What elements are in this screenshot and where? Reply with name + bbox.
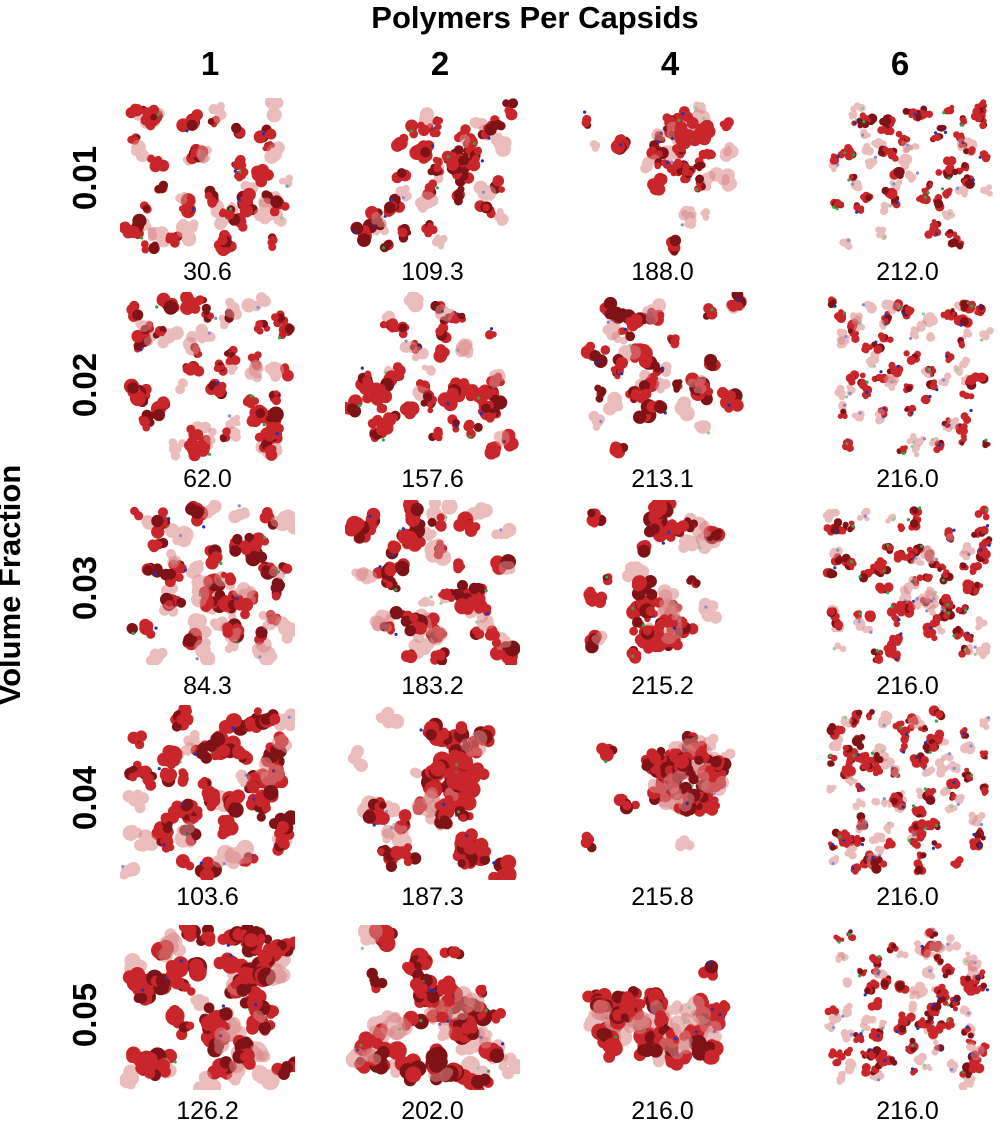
cell-value-label: 188.0 (593, 258, 733, 286)
capsid-snapshot-image (120, 98, 295, 256)
snapshot-cell (820, 500, 995, 665)
capsid-snapshot-image (575, 292, 750, 462)
cell-value-label: 215.8 (593, 883, 733, 911)
column-header-2: 2 (410, 44, 470, 84)
cell-value-label: 216.0 (838, 465, 978, 493)
capsid-snapshot-image (120, 925, 295, 1090)
cell-value-label: 216.0 (593, 1097, 733, 1125)
cell-value-label: 62.0 (138, 465, 278, 493)
cell-value-label: 202.0 (363, 1097, 503, 1125)
snapshot-cell (820, 98, 995, 256)
cell-value-label: 157.6 (363, 465, 503, 493)
snapshot-cell (345, 292, 520, 462)
snapshot-cell (575, 98, 750, 256)
column-header-4: 4 (640, 44, 700, 84)
snapshot-cell (820, 292, 995, 462)
capsid-snapshot-image (120, 500, 295, 665)
cell-value-label: 183.2 (363, 672, 503, 700)
column-header-6: 6 (870, 44, 930, 84)
capsid-snapshot-image (820, 98, 995, 256)
capsid-snapshot-image (345, 292, 520, 462)
cell-value-label: 212.0 (838, 258, 978, 286)
capsid-snapshot-image (120, 292, 295, 462)
snapshot-cell (120, 925, 295, 1090)
figure-title: Polymers Per Capsids (225, 0, 845, 36)
cell-value-label: 103.6 (138, 883, 278, 911)
capsid-snapshot-image (345, 925, 520, 1090)
capsid-snapshot-image (575, 98, 750, 256)
capsid-snapshot-image (345, 705, 520, 880)
capsid-snapshot-image (820, 705, 995, 880)
capsid-snapshot-image (820, 500, 995, 665)
snapshot-cell (820, 705, 995, 880)
cell-value-label: 216.0 (838, 883, 978, 911)
cell-value-label: 30.6 (138, 258, 278, 286)
snapshot-cell (820, 925, 995, 1090)
y-axis-label-text: Volume Fraction (0, 465, 28, 706)
snapshot-cell (120, 705, 295, 880)
capsid-snapshot-image (120, 705, 295, 880)
cell-value-label: 216.0 (838, 1097, 978, 1125)
snapshot-cell (575, 292, 750, 462)
cell-value-label: 216.0 (838, 672, 978, 700)
row-header-0.04-text: 0.04 (66, 766, 104, 830)
snapshot-cell (345, 705, 520, 880)
snapshot-cell (345, 925, 520, 1090)
capsid-snapshot-image (575, 500, 750, 665)
snapshot-cell (345, 500, 520, 665)
snapshot-cell (575, 705, 750, 880)
snapshot-cell (120, 98, 295, 256)
cell-value-label: 109.3 (363, 258, 503, 286)
capsid-snapshot-image (345, 500, 520, 665)
capsid-snapshot-image (575, 925, 750, 1090)
snapshot-cell (575, 500, 750, 665)
cell-value-label: 126.2 (138, 1097, 278, 1125)
capsid-snapshot-image (820, 925, 995, 1090)
row-header-0.02-text: 0.02 (66, 353, 104, 417)
capsid-snapshot-image (575, 705, 750, 880)
cell-value-label: 213.1 (593, 465, 733, 493)
snapshot-cell (120, 292, 295, 462)
row-header-0.03-text: 0.03 (66, 556, 104, 620)
capsid-snapshot-image (820, 292, 995, 462)
snapshot-cell (345, 98, 520, 256)
cell-value-label: 187.3 (363, 883, 503, 911)
snapshot-cell (120, 500, 295, 665)
row-header-0.01-text: 0.01 (66, 146, 104, 210)
row-header-0.05-text: 0.05 (66, 983, 104, 1047)
column-header-1: 1 (180, 44, 240, 84)
cell-value-label: 215.2 (593, 672, 733, 700)
cell-value-label: 84.3 (138, 672, 278, 700)
snapshot-cell (575, 925, 750, 1090)
capsid-snapshot-image (345, 98, 520, 256)
